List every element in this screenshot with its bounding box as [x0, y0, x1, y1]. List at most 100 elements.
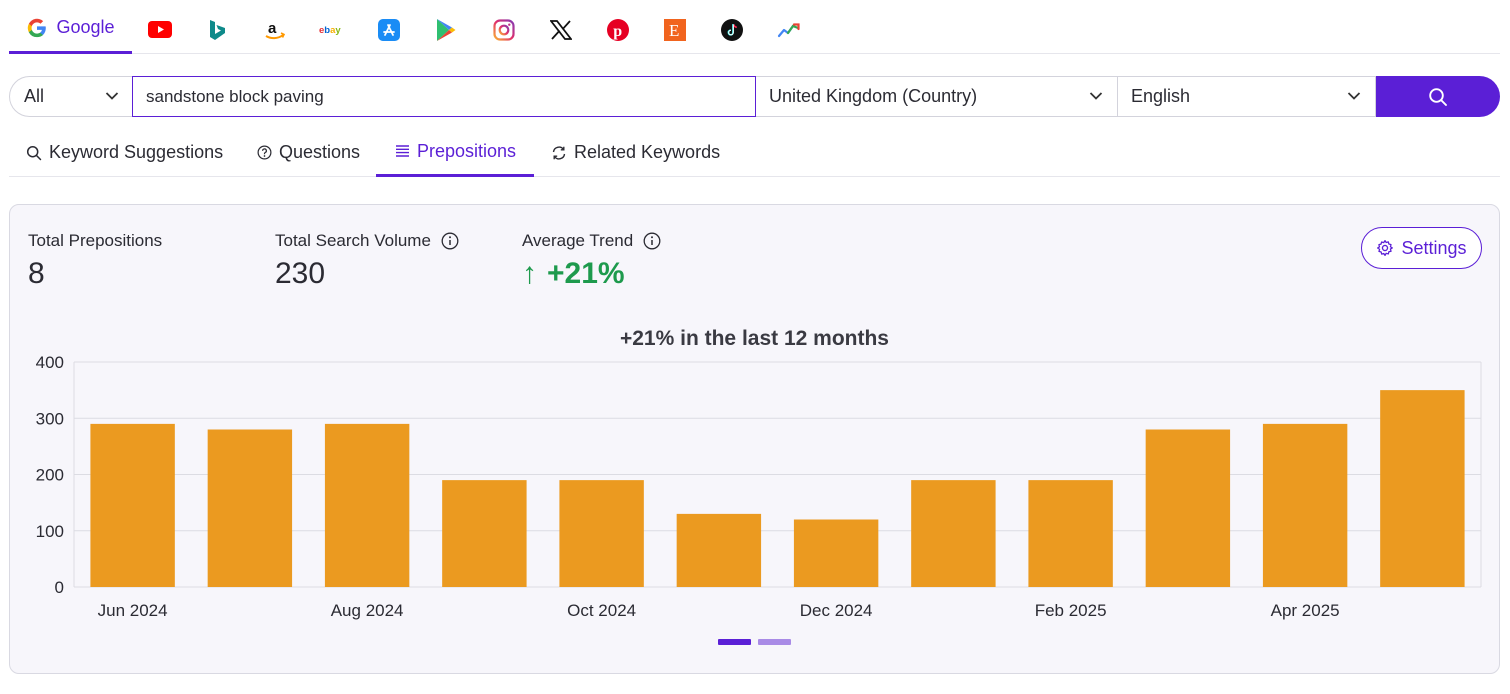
bar-aug-2024: [324, 423, 410, 587]
stat-total-search-volume: Total Search Volume 230: [275, 231, 459, 291]
tiktok-icon: [721, 19, 743, 41]
stat-average-trend: Average Trend ↑ +21%: [522, 231, 661, 291]
list-icon: [396, 145, 409, 157]
gear-icon: [1377, 239, 1394, 257]
search-icon: [1429, 87, 1447, 106]
x-tick-label: Jun 2024: [98, 601, 168, 620]
platform-ebay[interactable]: ebay: [316, 12, 348, 48]
pagination-dot-1[interactable]: [718, 639, 751, 645]
keyword-input[interactable]: [132, 76, 756, 117]
platform-google-label: Google: [56, 17, 115, 37]
svg-text:ebay: ebay: [319, 25, 341, 36]
stat-value: 8: [28, 257, 45, 290]
result-tabs: Keyword Suggestions Questions Prepositio…: [9, 128, 1500, 177]
settings-label: Settings: [1401, 237, 1467, 258]
google-icon: [28, 18, 47, 37]
y-tick-label: 200: [36, 466, 64, 485]
y-tick-label: 100: [36, 522, 64, 541]
tab-related-keywords[interactable]: Related Keywords: [551, 128, 720, 177]
x-tick-label: Dec 2024: [800, 601, 873, 620]
search-row: All United Kingdom (Country) English: [9, 76, 1500, 117]
y-tick-label: 0: [55, 578, 64, 597]
tab-label: Related Keywords: [574, 142, 721, 162]
youtube-icon: [148, 21, 172, 38]
platform-instagram[interactable]: [488, 12, 520, 48]
svg-text:p: p: [613, 23, 622, 40]
etsy-icon: E: [664, 19, 686, 41]
y-tick-label: 400: [36, 353, 64, 372]
info-icon[interactable]: [643, 232, 661, 250]
chevron-down-icon: [105, 92, 119, 100]
bar-apr-2025: [1262, 423, 1348, 587]
platform-tiktok[interactable]: [716, 12, 748, 48]
language-select-value: English: [1131, 86, 1191, 106]
stat-value: ↑ +21%: [522, 257, 661, 291]
platform-google-play[interactable]: [430, 12, 462, 48]
platform-app-store[interactable]: [373, 12, 405, 48]
platform-bar: Google a ebay p E: [9, 0, 1500, 54]
language-select[interactable]: English: [1117, 76, 1376, 117]
platform-bing[interactable]: [202, 12, 234, 48]
svg-text:E: E: [669, 21, 679, 40]
scope-select[interactable]: All: [9, 76, 133, 117]
ebay-icon: ebay: [319, 25, 341, 36]
tab-label: Questions: [279, 142, 361, 162]
bar-dec-2024: [793, 519, 879, 587]
chevron-down-icon: [1089, 92, 1103, 100]
bar-feb-2025: [1028, 480, 1113, 587]
platform-youtube[interactable]: [144, 12, 176, 48]
pinterest-icon: p: [607, 19, 629, 41]
search-icon: [26, 145, 42, 160]
stat-total-prepositions: Total Prepositions 8: [28, 231, 162, 291]
platform-amazon[interactable]: a: [259, 12, 291, 48]
tab-prepositions[interactable]: Prepositions: [376, 128, 535, 177]
bar-mar-2025: [1145, 429, 1231, 587]
country-select[interactable]: United Kingdom (Country): [756, 76, 1118, 117]
prepositions-card: Total Prepositions 8 Total Search Volume…: [9, 204, 1500, 674]
bar-jul-2024: [207, 429, 293, 587]
platform-pinterest[interactable]: p: [602, 12, 634, 48]
x-tick-label: Aug 2024: [331, 601, 404, 620]
y-tick-label: 300: [36, 409, 64, 428]
google-play-icon: [437, 19, 456, 41]
chevron-down-icon: [1347, 92, 1361, 100]
platform-trends[interactable]: [773, 12, 805, 48]
app-store-icon: [378, 19, 400, 41]
country-select-value: United Kingdom (Country): [769, 86, 978, 106]
x-tick-label: Apr 2025: [1271, 601, 1340, 620]
stat-label: Total Prepositions: [28, 231, 163, 250]
chart-pagination: [718, 639, 791, 645]
trend-value: +21%: [547, 257, 625, 290]
pagination-dot-2[interactable]: [758, 639, 791, 645]
platform-x[interactable]: [545, 12, 577, 48]
bar-nov-2024: [676, 513, 762, 587]
platform-etsy[interactable]: E: [659, 12, 691, 48]
tab-keyword-suggestions[interactable]: Keyword Suggestions: [26, 128, 223, 177]
chart-title: +21% in the last 12 months: [619, 327, 889, 350]
settings-button[interactable]: Settings: [1361, 227, 1482, 269]
bar-jan-2025: [911, 480, 996, 587]
bar-oct-2024: [559, 480, 644, 587]
amazon-icon: a: [265, 20, 286, 40]
x-icon: [550, 20, 572, 40]
tab-questions[interactable]: Questions: [257, 128, 360, 177]
stat-label: Average Trend: [522, 231, 634, 250]
tab-label: Prepositions: [417, 140, 517, 161]
stat-label: Total Search Volume: [275, 231, 431, 250]
instagram-icon: [493, 19, 515, 41]
platform-google[interactable]: Google: [9, 0, 132, 54]
trends-icon: [777, 23, 800, 38]
x-tick-label: Feb 2025: [1035, 601, 1107, 620]
info-icon[interactable]: [441, 232, 459, 250]
scope-select-value: All: [24, 86, 45, 106]
bing-icon: [210, 20, 225, 40]
svg-text:a: a: [268, 20, 277, 37]
bar-may-2025: [1380, 390, 1465, 587]
search-volume-chart: 0 100 200 300 400 Jun 2024 Aug 2024 Oct 2024 Dec…: [36, 353, 1482, 620]
search-button[interactable]: [1376, 76, 1500, 117]
stat-value: 230: [275, 257, 326, 290]
question-icon: [257, 145, 272, 160]
trend-up-icon: ↑: [522, 257, 537, 290]
bar-sep-2024: [442, 480, 527, 587]
refresh-icon: [552, 145, 566, 160]
